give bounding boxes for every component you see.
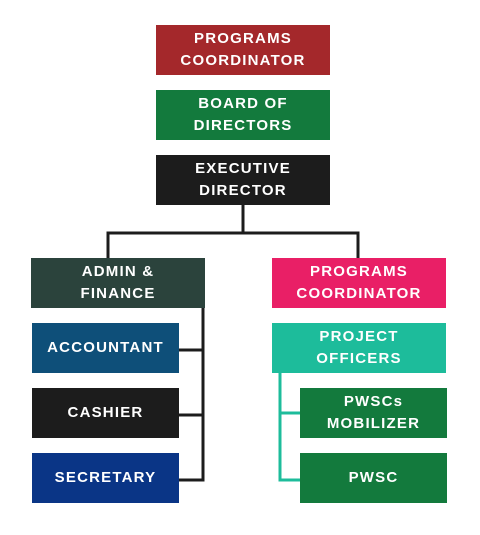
cashier-box: CASHIER (32, 388, 179, 438)
board-of-directors-box: BOARD OF DIRECTORS (156, 90, 330, 140)
admin-finance-box: ADMIN & FINANCE (31, 258, 205, 308)
project-officers-box: PROJECT OFFICERS (272, 323, 446, 373)
programs-coordinator-right-box: PROGRAMS COORDINATOR (272, 258, 446, 308)
executive-director-box: EXECUTIVE DIRECTOR (156, 155, 330, 205)
pwscs-mobilizer-box: PWSCs MOBILIZER (300, 388, 447, 438)
programs-coordinator-top-box: PROGRAMS COORDINATOR (156, 25, 330, 75)
pwsc-box: PWSC (300, 453, 447, 503)
secretary-box: SECRETARY (32, 453, 179, 503)
accountant-box: ACCOUNTANT (32, 323, 179, 373)
